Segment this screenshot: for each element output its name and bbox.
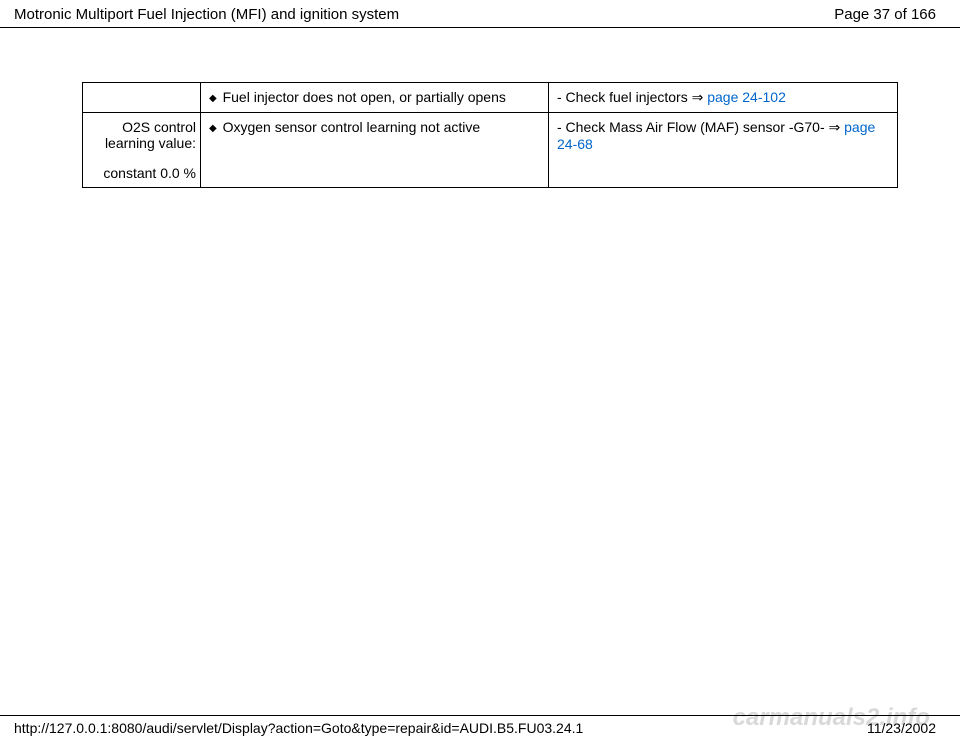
action-prefix: - Check fuel injectors — [557, 89, 692, 105]
document-title: Motronic Multiport Fuel Injection (MFI) … — [14, 6, 399, 23]
action-cell: - Check Mass Air Flow (MAF) sensor -G70-… — [549, 113, 898, 188]
page-link[interactable]: page 24-102 — [707, 89, 786, 105]
condition-cell: O2S control learning value: constant 0.0… — [83, 113, 201, 188]
table-row: ◆ Fuel injector does not open, or partia… — [83, 83, 898, 113]
page-number: Page 37 of 166 — [834, 6, 936, 23]
bullet-icon: ◆ — [209, 123, 217, 134]
cause-text: Oxygen sensor control learning not activ… — [223, 119, 481, 135]
footer-url: http://127.0.0.1:8080/audi/servlet/Displ… — [14, 720, 583, 736]
arrow-icon: ⇒ — [692, 89, 704, 105]
cause-cell: ◆ Oxygen sensor control learning not act… — [201, 113, 549, 188]
diagnostic-table: ◆ Fuel injector does not open, or partia… — [82, 82, 898, 188]
page-header: Motronic Multiport Fuel Injection (MFI) … — [0, 0, 960, 28]
bullet-icon: ◆ — [209, 93, 217, 104]
footer-date: 11/23/2002 — [867, 720, 936, 736]
cause-text: Fuel injector does not open, or partiall… — [223, 89, 506, 105]
page-footer: http://127.0.0.1:8080/audi/servlet/Displ… — [0, 715, 960, 736]
condition-cell — [83, 83, 201, 113]
arrow-icon: ⇒ — [829, 119, 841, 135]
content-area: ◆ Fuel injector does not open, or partia… — [0, 28, 960, 188]
cause-cell: ◆ Fuel injector does not open, or partia… — [201, 83, 549, 113]
action-prefix: - Check Mass Air Flow (MAF) sensor -G70- — [557, 119, 829, 135]
condition-line2: constant 0.0 % — [89, 165, 196, 181]
table-row: O2S control learning value: constant 0.0… — [83, 113, 898, 188]
action-cell: - Check fuel injectors ⇒ page 24-102 — [549, 83, 898, 113]
condition-line1: O2S control learning value: — [89, 119, 196, 151]
